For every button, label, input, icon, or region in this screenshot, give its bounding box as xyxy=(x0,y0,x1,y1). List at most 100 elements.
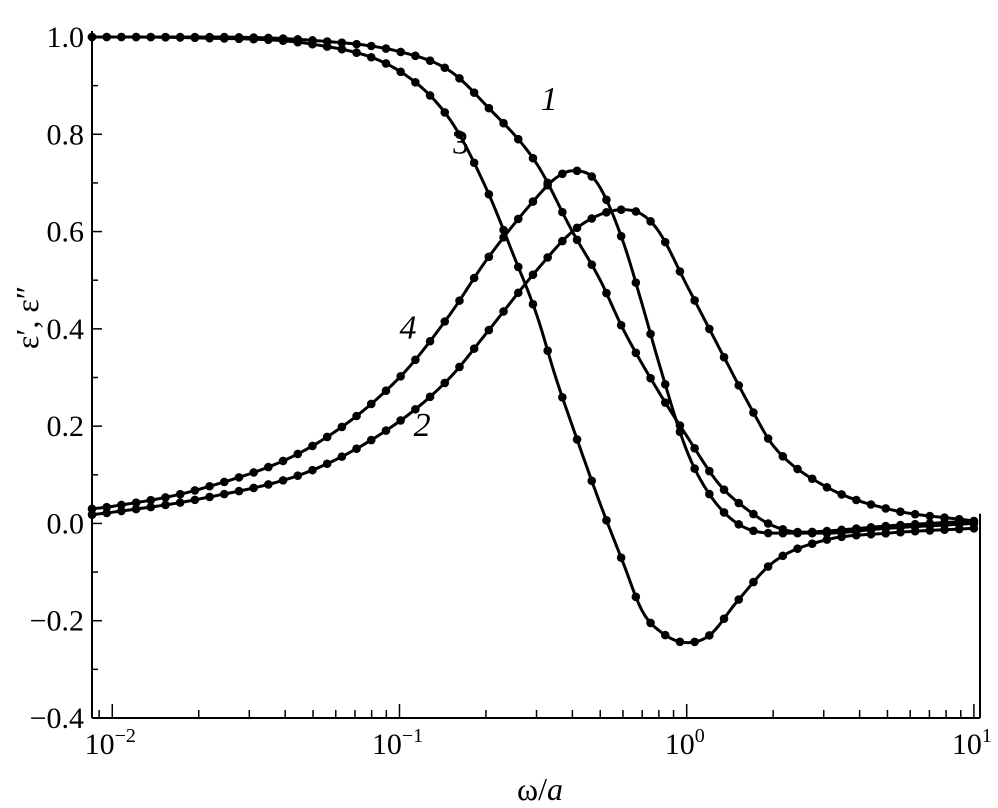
series-2-point xyxy=(146,502,156,512)
series-1-line xyxy=(92,35,974,534)
series-2-point xyxy=(543,253,552,262)
series-1-point xyxy=(440,63,450,73)
x-tick-label: 100 xyxy=(665,725,705,761)
series-2-point xyxy=(705,324,714,334)
series-4-point xyxy=(646,329,655,339)
series-1-point xyxy=(513,134,523,144)
y-tick-label: 1.0 xyxy=(47,21,85,54)
series-4-point xyxy=(513,214,523,224)
series-4-point xyxy=(940,520,949,530)
series-3-point xyxy=(146,32,156,42)
series-3-point xyxy=(807,539,817,548)
series-4-point xyxy=(190,486,200,495)
series-3-line xyxy=(92,35,974,645)
markers xyxy=(87,32,979,647)
series-2-point xyxy=(528,270,538,279)
series-4-point xyxy=(719,508,729,517)
series-3-point xyxy=(528,299,538,309)
series-3-point xyxy=(455,130,464,139)
series-2-point xyxy=(396,416,405,425)
series-2-point xyxy=(131,504,141,514)
series-4-point xyxy=(705,489,714,499)
series-4-point xyxy=(837,528,846,537)
x-tick-label: 10−2 xyxy=(85,725,136,761)
series-4-point xyxy=(852,526,861,536)
series-4-point xyxy=(572,166,582,176)
series-2-point xyxy=(660,237,670,247)
series-4-point xyxy=(881,524,891,533)
series-1-point xyxy=(411,51,420,61)
series-1-point xyxy=(631,348,641,358)
series-4-point xyxy=(558,169,567,179)
series-2-point xyxy=(616,205,626,215)
series-4-point xyxy=(749,526,758,536)
series-4-point xyxy=(822,528,832,538)
series-2-point xyxy=(881,504,891,513)
curve-label-4: 4 xyxy=(399,310,416,347)
series-2-point xyxy=(234,486,244,496)
series-2-point xyxy=(940,513,949,522)
y-tick-label: −0.2 xyxy=(30,605,84,638)
series-2-point xyxy=(558,236,567,246)
series-1-point xyxy=(558,207,567,217)
series-4-point xyxy=(366,399,376,409)
series-1-point xyxy=(381,44,391,53)
series-2-point xyxy=(440,378,450,388)
series-1-point xyxy=(528,153,538,163)
series-2-point xyxy=(587,214,597,223)
series-3-point xyxy=(102,32,111,42)
curve-label-2: 2 xyxy=(414,407,431,444)
series-2-point xyxy=(778,452,788,461)
series-1-point xyxy=(705,466,714,476)
series-4-point xyxy=(469,273,479,283)
curve-label-1: 1 xyxy=(541,81,558,118)
y-tick-label: 0.2 xyxy=(47,410,85,443)
series-2-point xyxy=(219,489,229,499)
series-4-point xyxy=(146,495,156,505)
series-1-point xyxy=(425,56,435,65)
series-3-point xyxy=(763,562,773,571)
series-4-point xyxy=(455,296,464,305)
series-3-point xyxy=(513,262,523,272)
series-3-point xyxy=(411,77,420,87)
series-3-point xyxy=(87,32,97,42)
series-3-point xyxy=(308,39,317,49)
x-tick-label: 101 xyxy=(952,725,992,761)
axes: 1.0 0.8 0.6 0.4 0.2 0.0 −0.2 −0.410−2 10−1 100 101 xyxy=(30,21,992,761)
series-4-point xyxy=(411,355,420,365)
series-2-point xyxy=(161,500,170,510)
series-4-point xyxy=(308,441,317,451)
series-2-point xyxy=(411,404,420,414)
series-2-point xyxy=(675,267,685,276)
series-3-point xyxy=(705,631,714,640)
series-3-point xyxy=(234,34,244,44)
series-4-point xyxy=(381,386,391,396)
series-3-point xyxy=(425,91,435,100)
series-3-point xyxy=(572,435,582,444)
series-4-point xyxy=(969,519,979,528)
series-2-point xyxy=(337,452,347,461)
series-4-point xyxy=(543,180,552,190)
series-4-point xyxy=(205,481,214,491)
series-4-point xyxy=(131,498,141,507)
series-4-point xyxy=(161,493,170,502)
series-4-point xyxy=(925,521,935,531)
series-4-point xyxy=(322,432,332,442)
series-2-point xyxy=(763,434,773,443)
curve-label-3: 3 xyxy=(452,125,469,162)
series-4-point xyxy=(734,520,744,529)
series-3-point xyxy=(587,476,597,486)
series-3-point xyxy=(190,33,200,43)
series-3-point xyxy=(690,637,699,647)
series-1-point xyxy=(572,235,582,245)
series-4-point xyxy=(807,528,817,538)
series-3-point xyxy=(719,614,729,623)
series-3-point xyxy=(675,637,685,647)
series-3-point xyxy=(822,535,832,544)
series-4-point xyxy=(793,528,802,538)
series-4-point xyxy=(675,427,685,437)
series-4-point xyxy=(264,462,273,472)
series-2-point xyxy=(646,217,655,226)
series-2-point xyxy=(322,459,332,469)
